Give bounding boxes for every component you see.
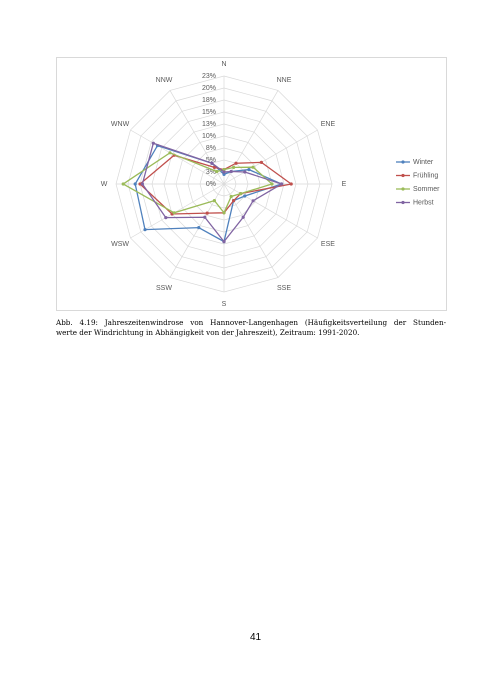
caption-line: werte der Windrichtung in Abhängigkeit v… [56, 328, 360, 337]
direction-label: WNW [111, 121, 130, 128]
data-point [197, 226, 201, 230]
data-point [234, 161, 238, 165]
data-point [172, 211, 176, 215]
tick-label: 15% [202, 109, 216, 116]
direction-label: ESE [321, 241, 335, 248]
direction-label: E [342, 181, 347, 188]
data-point [232, 199, 236, 203]
data-point [205, 211, 209, 215]
tick-label: 18% [202, 97, 216, 104]
data-point [251, 165, 255, 169]
direction-label: NNW [156, 77, 173, 84]
data-point [222, 240, 226, 244]
spoke [130, 129, 225, 185]
data-point [222, 211, 226, 215]
tick-label: 23% [202, 73, 216, 80]
direction-label: N [221, 61, 226, 68]
data-point [270, 182, 274, 186]
data-point [229, 194, 233, 199]
data-point [168, 151, 172, 155]
data-point [243, 170, 247, 174]
direction-label: SSW [156, 285, 172, 292]
data-point [289, 182, 293, 186]
direction-label: NNE [277, 77, 292, 84]
data-point [243, 194, 247, 198]
legend-label: Winter [413, 159, 434, 166]
legend-marker [401, 160, 405, 164]
direction-label: SSE [277, 285, 291, 292]
direction-label: ENE [321, 121, 336, 128]
data-point [210, 161, 214, 165]
data-point [247, 168, 251, 172]
data-point [280, 182, 284, 186]
data-point [215, 169, 219, 174]
page-number: 41 [250, 632, 262, 643]
tick-label: 8% [206, 145, 216, 152]
data-point [239, 192, 243, 196]
caption-line: Abb. 4.19: Jahreszeitenwindrose von Hann… [56, 318, 446, 327]
tick-label: 0% [206, 181, 216, 188]
tick-label: 10% [202, 133, 216, 140]
legend-marker [401, 187, 405, 191]
data-point [241, 215, 245, 219]
direction-label: WSW [111, 241, 129, 248]
data-point [222, 168, 226, 172]
data-point [203, 215, 207, 219]
data-point [232, 165, 236, 169]
data-point [133, 182, 137, 186]
data-point [259, 160, 264, 164]
legend-label: Sommer [413, 186, 440, 193]
data-point [138, 182, 142, 186]
legend-marker [401, 173, 405, 178]
data-point [212, 199, 216, 203]
tick-label: 3% [206, 169, 216, 176]
direction-label: W [101, 181, 108, 188]
data-point [140, 182, 144, 186]
legend-label: Herbst [413, 199, 434, 206]
direction-label: S [222, 301, 227, 308]
data-point [251, 199, 255, 203]
tick-label: 5% [206, 157, 216, 164]
data-point [143, 228, 147, 232]
spoke [223, 129, 318, 185]
data-point [229, 169, 233, 174]
legend-marker [401, 200, 405, 205]
data-point [222, 170, 226, 174]
data-point [121, 182, 125, 186]
data-point [212, 165, 216, 169]
data-point [151, 141, 155, 145]
data-point [164, 216, 168, 220]
tick-label: 13% [202, 121, 216, 128]
legend-label: Frühling [413, 172, 438, 179]
tick-label: 20% [202, 85, 216, 92]
data-point [222, 172, 226, 176]
